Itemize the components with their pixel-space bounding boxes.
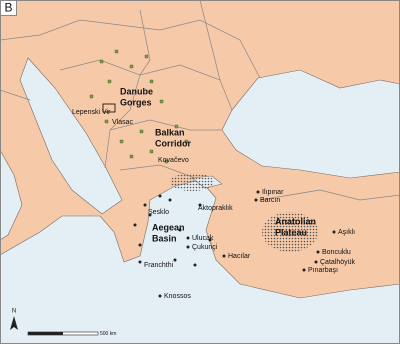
site-label: Barcın <box>260 197 280 204</box>
borders <box>0 0 400 201</box>
hatched-area <box>170 173 214 191</box>
adriatic-sea <box>19 57 123 215</box>
region-label: Balkan <box>155 127 185 137</box>
north-label: N <box>12 309 16 315</box>
scale-label: 500 km <box>100 331 116 337</box>
early-sites <box>89 49 189 164</box>
region-label: Anatolian <box>275 216 316 226</box>
site-label: Hacılar <box>228 253 251 260</box>
region-label: Aegean <box>152 222 185 232</box>
sea <box>0 57 400 344</box>
region-label: Plateau <box>275 227 307 237</box>
scale-bar-fill <box>28 332 63 335</box>
site-label: Aktopraklık <box>198 205 233 212</box>
site-label: Boncuklu <box>322 249 351 256</box>
region-label: Corridor <box>155 138 191 148</box>
site-label: Çatalhöyük <box>320 259 356 266</box>
site-label: Lepenski Vir <box>72 109 111 116</box>
site-label: Aşıklı <box>338 229 355 236</box>
site-label: Kovačevo <box>158 157 189 164</box>
site-label: Sesklo <box>148 209 169 216</box>
hatched-area <box>262 212 318 252</box>
region-label: Gorges <box>120 97 152 107</box>
site-label: Ulucak <box>192 235 214 242</box>
site-label: Ilıpınar <box>262 189 284 196</box>
region-label: Danube <box>120 86 153 96</box>
region-label: Basin <box>152 233 177 243</box>
panel-label: B <box>4 1 12 15</box>
tyrrhenian-sea <box>0 149 23 241</box>
site-label: Franchthi <box>144 262 174 269</box>
north-arrow <box>10 316 18 330</box>
site-label: Pınarbaşı <box>308 267 338 274</box>
site-label: Çukuriçi <box>192 244 218 251</box>
site-dots <box>133 190 336 298</box>
site-label: Vlasac <box>112 119 134 126</box>
inset-box <box>102 103 116 113</box>
black-sea <box>221 69 400 179</box>
site-label: Knossos <box>164 293 191 300</box>
